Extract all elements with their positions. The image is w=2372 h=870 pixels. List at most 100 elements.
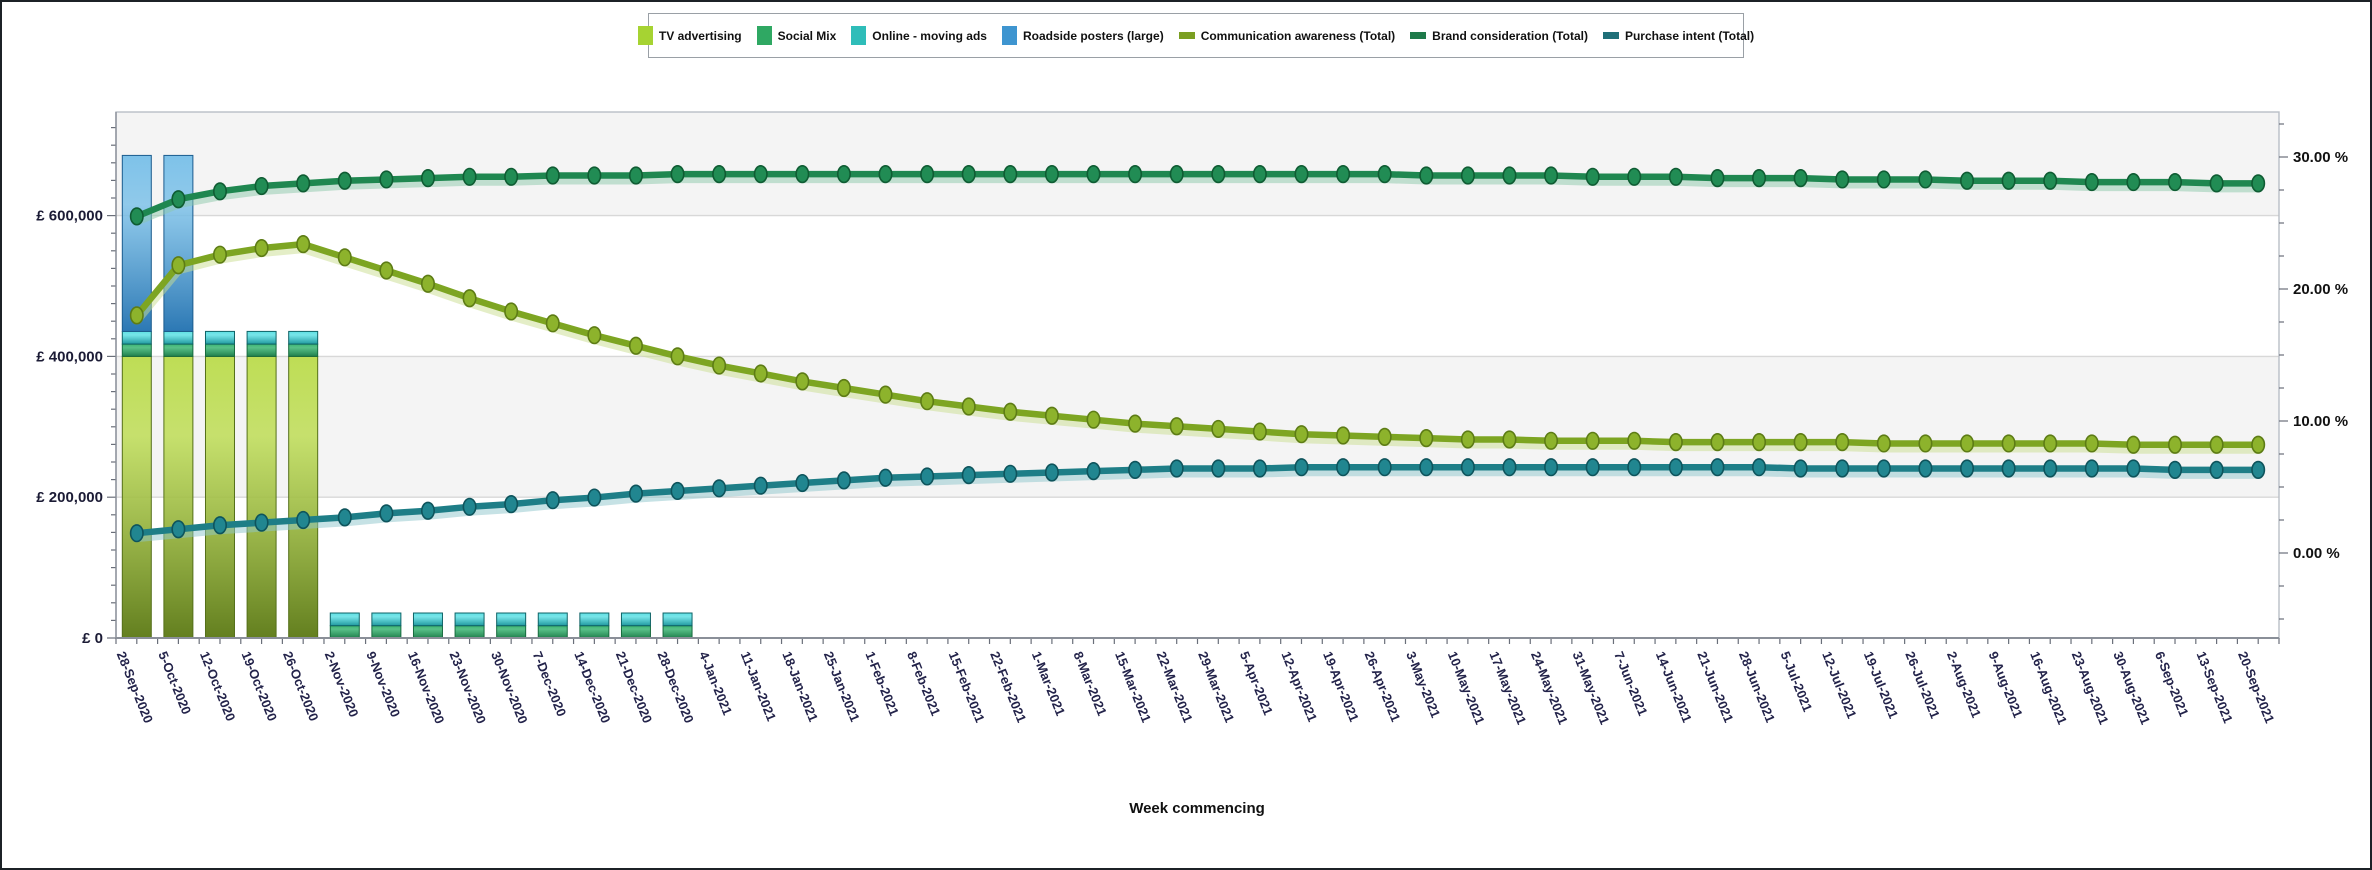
data-point — [379, 504, 394, 523]
data-point — [1169, 459, 1184, 478]
bar-segment — [288, 355, 319, 639]
data-point — [878, 468, 893, 487]
data-point — [920, 467, 935, 486]
svg-text:£ 200,000: £ 200,000 — [36, 489, 103, 506]
y-right-labels: 0.00 % 10.00 % 20.00 % 30.00 % — [2293, 149, 2348, 562]
legend-item-communication-awareness-total[interactable]: Communication awareness (Total) — [1178, 29, 1395, 43]
data-point — [1502, 166, 1517, 185]
data-point — [795, 372, 810, 391]
data-point — [1294, 425, 1309, 444]
bar-segment — [662, 612, 693, 627]
data-point — [1169, 417, 1184, 436]
data-point — [1377, 427, 1392, 446]
svg-text:£ 400,000: £ 400,000 — [36, 348, 103, 365]
data-point — [2043, 459, 2058, 478]
plot-background — [115, 111, 2280, 639]
data-point — [1003, 165, 1018, 184]
data-point — [1003, 402, 1018, 421]
legend-item-brand-consideration-total[interactable]: Brand consideration (Total) — [1410, 29, 1588, 43]
data-point — [1086, 462, 1101, 481]
data-point — [712, 165, 727, 184]
data-point — [1419, 458, 1434, 477]
legend-item-tv-advertising[interactable]: TV advertising — [637, 26, 742, 45]
data-point — [1419, 166, 1434, 185]
data-point — [961, 466, 976, 485]
data-point — [920, 165, 935, 184]
legend-item-online-moving-ads[interactable]: Online - moving ads — [851, 26, 987, 45]
data-point — [1044, 463, 1059, 482]
data-point — [1668, 433, 1683, 452]
data-point — [254, 238, 269, 258]
data-point — [587, 488, 602, 507]
data-point — [212, 516, 227, 535]
svg-text:19-Apr-2021: 19-Apr-2021 — [1320, 649, 1362, 724]
data-point — [1627, 167, 1642, 186]
x-axis-title: Week commencing — [1129, 800, 1265, 817]
data-point — [2209, 174, 2224, 193]
svg-text:16-Aug-2021: 16-Aug-2021 — [2027, 649, 2070, 726]
data-point — [795, 473, 810, 493]
data-point — [1460, 166, 1475, 185]
svg-text:17-May-2021: 17-May-2021 — [1486, 649, 1529, 726]
svg-text:26-Oct-2020: 26-Oct-2020 — [280, 649, 322, 723]
data-point — [2126, 172, 2141, 192]
data-point — [2084, 459, 2099, 478]
svg-text:30-Aug-2021: 30-Aug-2021 — [2110, 649, 2153, 726]
svg-text:16-Nov-2020: 16-Nov-2020 — [405, 649, 448, 726]
data-point — [1377, 165, 1392, 184]
svg-text:9-Aug-2021: 9-Aug-2021 — [1986, 649, 2026, 720]
data-point — [1128, 165, 1143, 184]
data-point — [1460, 458, 1475, 477]
svg-text:10-May-2021: 10-May-2021 — [1445, 649, 1488, 726]
data-point — [920, 392, 935, 411]
data-point — [836, 471, 851, 490]
data-point — [1960, 434, 1975, 453]
legend-line-swatch-icon — [1178, 32, 1195, 39]
data-point — [1044, 406, 1059, 425]
svg-text:9-Nov-2020: 9-Nov-2020 — [363, 649, 403, 719]
svg-text:1-Feb-2021: 1-Feb-2021 — [862, 649, 901, 718]
data-point — [1960, 459, 1975, 478]
svg-text:22-Mar-2021: 22-Mar-2021 — [1154, 649, 1196, 724]
data-point — [337, 248, 352, 267]
svg-text:20.00 %: 20.00 % — [2293, 281, 2348, 298]
data-point — [337, 171, 352, 190]
legend-item-purchase-intent-total[interactable]: Purchase intent (Total) — [1602, 29, 1754, 43]
data-point — [878, 385, 893, 404]
data-point — [2126, 435, 2141, 454]
data-point — [1336, 426, 1351, 445]
data-point — [2084, 434, 2099, 453]
data-point — [2168, 172, 2183, 192]
data-point — [1460, 430, 1475, 449]
data-point — [420, 274, 435, 293]
svg-text:8-Mar-2021: 8-Mar-2021 — [1070, 649, 1109, 718]
legend-item-social-mix[interactable]: Social Mix — [756, 26, 836, 45]
data-point — [1835, 433, 1850, 452]
svg-text:5-Jul-2021: 5-Jul-2021 — [1778, 649, 1816, 714]
data-point — [420, 501, 435, 520]
data-point — [878, 165, 893, 184]
data-point — [1544, 166, 1559, 185]
svg-text:£ 0: £ 0 — [82, 630, 103, 647]
svg-text:23-Nov-2020: 23-Nov-2020 — [447, 649, 490, 726]
data-point — [504, 167, 519, 186]
line-communication-awareness-total- — [129, 235, 2266, 454]
data-point — [1793, 459, 1808, 478]
data-point — [1668, 458, 1683, 477]
data-point — [1252, 165, 1267, 184]
svg-text:31-May-2021: 31-May-2021 — [1570, 649, 1613, 726]
data-point — [670, 481, 685, 501]
data-point — [753, 476, 768, 495]
legend: TV advertising Social Mix Online - moving … — [637, 13, 1754, 58]
svg-text:5-Oct-2020: 5-Oct-2020 — [155, 649, 194, 716]
data-point — [545, 491, 560, 510]
legend-item-roadside-posters-large[interactable]: Roadside posters (large) — [1001, 26, 1164, 45]
legend-swatch-icon — [637, 26, 653, 45]
data-point — [2251, 435, 2266, 454]
data-point — [587, 326, 602, 345]
bar-segment — [579, 612, 610, 627]
svg-text:2-Aug-2021: 2-Aug-2021 — [1944, 649, 1984, 720]
svg-text:28-Sep-2020: 28-Sep-2020 — [114, 649, 156, 725]
data-point — [587, 166, 602, 185]
data-point — [1876, 170, 1891, 189]
